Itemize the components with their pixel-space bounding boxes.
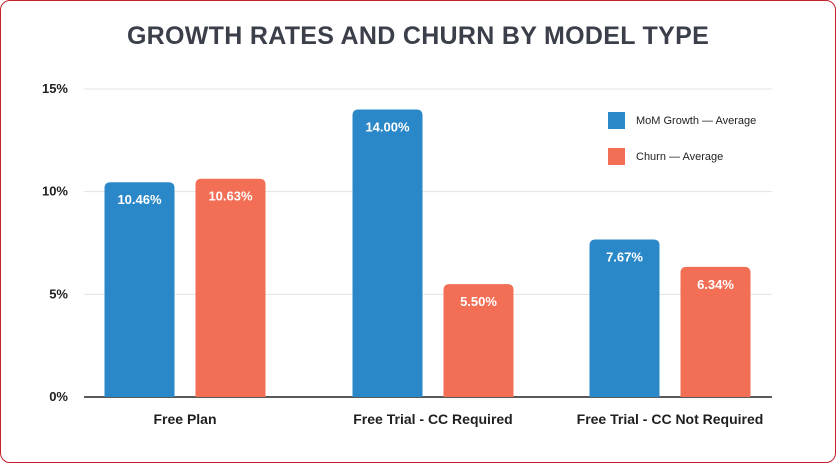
legend-swatch <box>608 148 625 165</box>
bar-value-label: 10.63% <box>208 189 253 204</box>
legend-swatch <box>608 112 625 129</box>
bar <box>680 266 751 397</box>
bar-value-label: 10.46% <box>117 192 162 207</box>
bar-value-label: 14.00% <box>365 120 410 135</box>
y-tick-label: 10% <box>42 184 68 199</box>
bar-value-label: 5.50% <box>460 294 497 309</box>
bar <box>195 178 266 397</box>
bar <box>443 284 514 397</box>
y-tick-label: 0% <box>49 389 68 404</box>
bar <box>589 239 660 397</box>
chart-title: GROWTH RATES AND CHURN BY MODEL TYPE <box>126 22 710 50</box>
bar-value-label: 6.34% <box>697 277 734 292</box>
bar <box>104 182 175 397</box>
bars: 10.46% 10.63% 14.00% 5.50% 7.67% 6.34% <box>104 109 751 398</box>
category-label: Free Trial - CC Required <box>353 411 512 427</box>
grid-lines <box>84 88 772 398</box>
legend-label: MoM Growth — Average <box>636 115 756 127</box>
y-tick-label: 15% <box>42 81 68 96</box>
y-tick-label: 5% <box>49 286 68 301</box>
bar <box>352 109 423 398</box>
legend: MoM Growth — Average Churn — Average <box>608 112 756 165</box>
y-axis-ticks: 0% 5% 10% 15% <box>42 81 68 404</box>
category-labels: Free Plan Free Trial - CC Required Free Tr… <box>153 411 763 427</box>
legend-label: Churn — Average <box>636 151 723 163</box>
category-label: Free Trial - CC Not Required <box>577 411 764 427</box>
category-label: Free Plan <box>153 411 216 427</box>
bar-value-label: 7.67% <box>606 250 643 265</box>
